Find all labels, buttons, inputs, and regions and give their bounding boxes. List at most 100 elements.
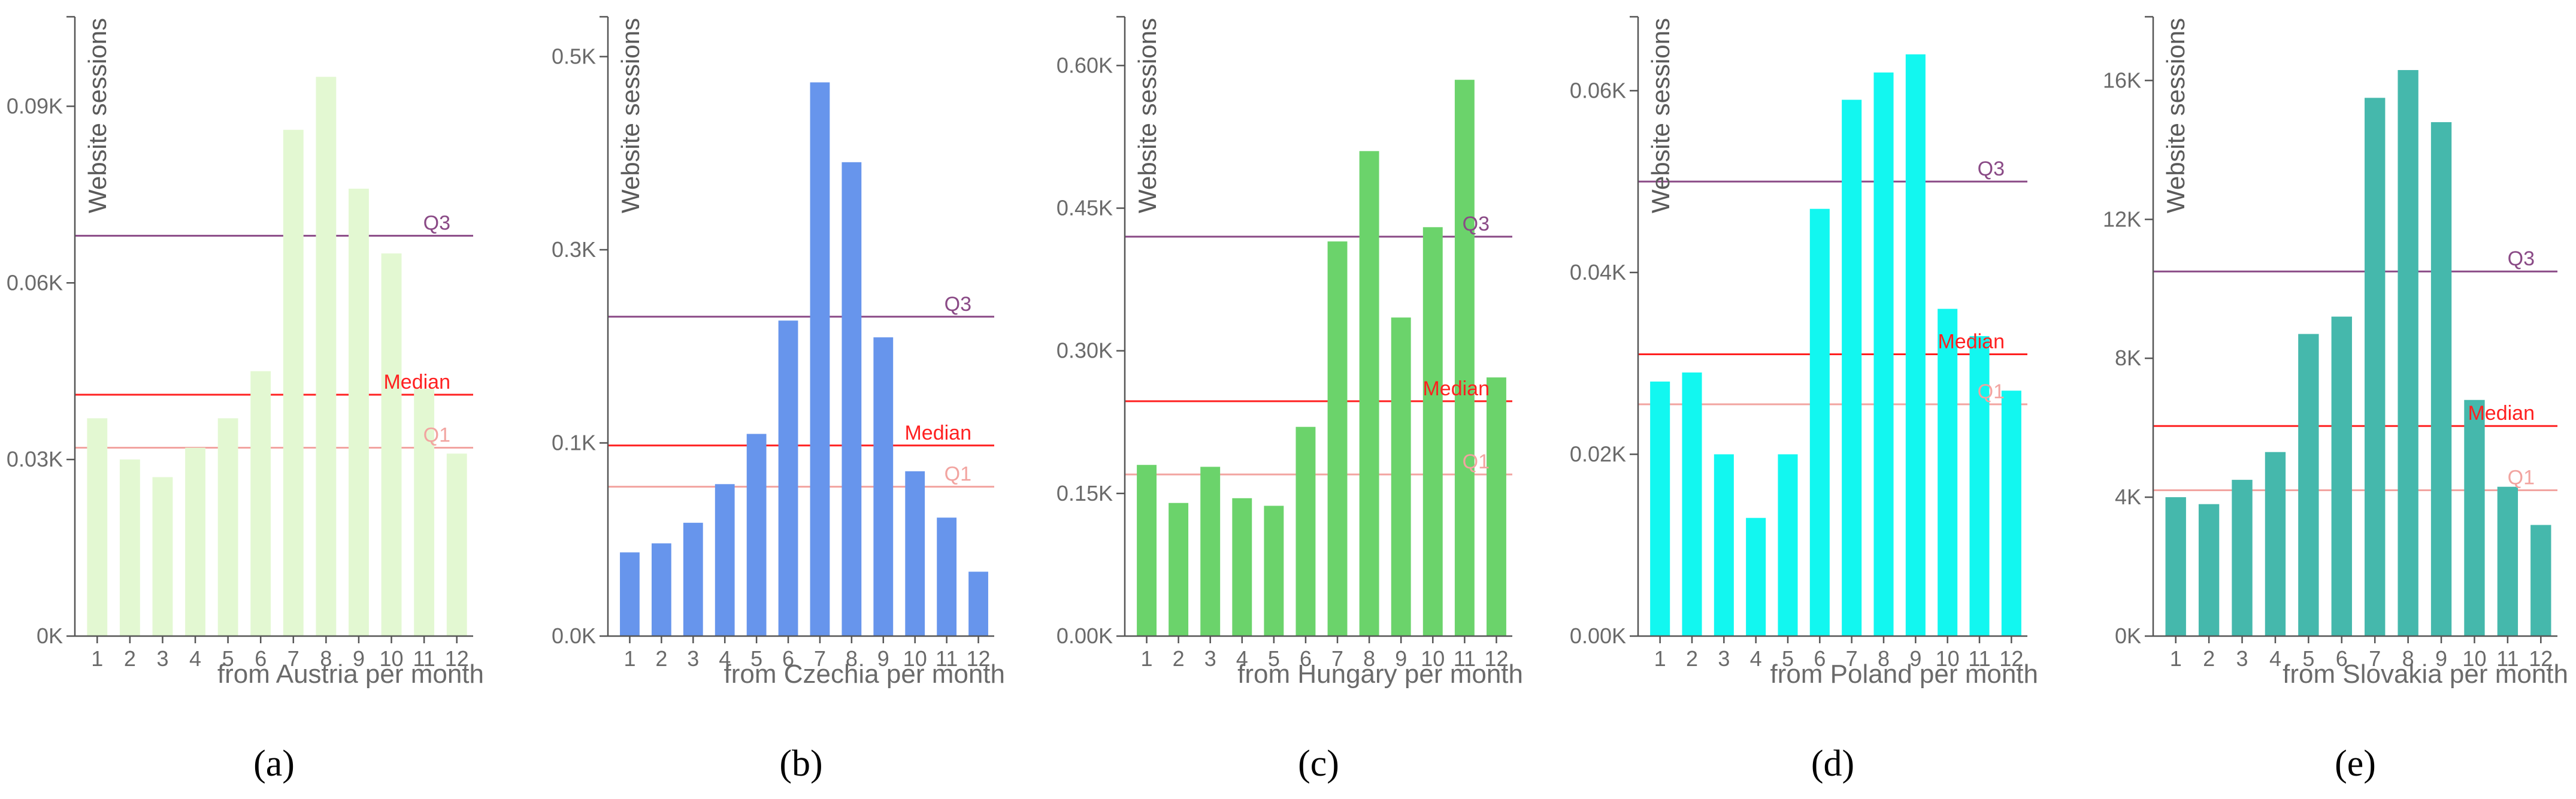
x-tick-label: 7: [2369, 646, 2381, 671]
bar-month-8: [1359, 151, 1379, 636]
bar-month-11: [414, 389, 435, 636]
y-tick-label: 0.04K: [1570, 260, 1626, 285]
x-tick-label: 10: [380, 646, 404, 671]
panel-caption: (b): [779, 743, 822, 784]
x-tick-label: 11: [936, 646, 958, 671]
x-tick-label: 5: [1268, 646, 1280, 671]
x-tick-label: 4: [1750, 646, 1762, 671]
x-tick-label: 9: [1395, 646, 1407, 671]
x-tick-label: 4: [2269, 646, 2281, 671]
panel-caption: (a): [253, 743, 295, 784]
x-tick-label: 12: [1999, 646, 2023, 671]
bar-month-2: [651, 543, 671, 636]
bar-month-5: [1778, 454, 1798, 636]
x-tick-label: 7: [1331, 646, 1343, 671]
x-axis-title: from Austria per month: [217, 659, 484, 689]
y-tick-label: 8K: [2115, 346, 2141, 370]
reference-label-q3: Q3: [1978, 158, 2005, 180]
reference-label-q3: Q3: [1463, 213, 1490, 235]
y-axis-title: Website sessions: [2162, 18, 2190, 213]
bar-month-7: [283, 129, 304, 636]
reference-label-q1: Q1: [1978, 380, 2005, 403]
x-tick-label: 5: [222, 646, 234, 671]
y-tick-label: 4K: [2115, 485, 2141, 509]
y-tick-label: 0.0K: [552, 624, 596, 648]
bar-month-5: [217, 418, 238, 636]
x-tick-label: 3: [2236, 646, 2248, 671]
bar-month-1: [620, 552, 640, 636]
y-tick-label: 0.45K: [1057, 196, 1113, 220]
x-tick-label: 2: [2203, 646, 2215, 671]
y-axis-title: Website sessions: [616, 18, 644, 213]
x-tick-label: 12: [2529, 646, 2553, 671]
bar-month-10: [1422, 227, 1443, 636]
x-tick-label: 1: [91, 646, 103, 671]
bar-month-5: [1264, 506, 1284, 636]
y-tick-label: 0.02K: [1570, 441, 1626, 466]
bar-month-11: [1969, 336, 1990, 636]
bar-month-10: [381, 253, 402, 637]
bar-month-5: [746, 434, 767, 636]
y-tick-label: 0.1K: [552, 431, 596, 455]
reference-label-median: Median: [383, 371, 450, 394]
bar-month-1: [2165, 497, 2186, 636]
bar-month-5: [2298, 334, 2319, 636]
bar-month-9: [2430, 122, 2452, 636]
x-tick-label: 9: [353, 646, 365, 671]
x-tick-label: 6: [782, 646, 794, 671]
bar-month-7: [1327, 241, 1348, 637]
bar-month-9: [873, 337, 894, 636]
x-tick-label: 9: [2435, 646, 2447, 671]
x-tick-label: 6: [1814, 646, 1826, 671]
x-tick-label: 6: [2336, 646, 2348, 671]
x-tick-label: 10: [903, 646, 927, 671]
reference-label-median: Median: [1422, 377, 1490, 400]
bar-month-7: [810, 82, 830, 636]
x-tick-label: 2: [124, 646, 136, 671]
bar-month-10: [1938, 308, 1958, 636]
bar-month-6: [778, 320, 798, 636]
x-tick-label: 12: [967, 646, 991, 671]
bar-month-8: [2398, 69, 2418, 636]
bar-month-6: [2331, 316, 2352, 636]
bar-month-12: [446, 453, 467, 636]
y-tick-label: 0.00K: [1570, 624, 1626, 648]
bar-month-4: [2265, 452, 2286, 636]
bar-month-4: [1746, 517, 1766, 636]
reference-label-median: Median: [904, 422, 971, 444]
y-tick-label: 0K: [37, 624, 63, 648]
bar-month-3: [1714, 454, 1734, 636]
x-tick-label: 12: [1484, 646, 1508, 671]
y-tick-label: 0.09K: [7, 93, 63, 118]
bar-month-2: [1169, 503, 1189, 636]
x-tick-label: 3: [1718, 646, 1730, 671]
bar-month-3: [2232, 480, 2253, 636]
bar-month-1: [87, 418, 108, 636]
bar-month-12: [1487, 377, 1506, 636]
reference-label-median: Median: [2468, 402, 2535, 425]
x-tick-label: 6: [1300, 646, 1312, 671]
bar-month-10: [2464, 400, 2485, 636]
bar-month-2: [119, 459, 140, 636]
x-tick-label: 2: [1173, 646, 1185, 671]
bar-month-2: [1682, 372, 1702, 636]
x-tick-label: 3: [687, 646, 699, 671]
x-tick-label: 8: [1878, 646, 1890, 671]
x-tick-label: 6: [255, 646, 267, 671]
bar-month-8: [1873, 72, 1894, 636]
panel-caption: (e): [2335, 743, 2376, 784]
bar-month-9: [1391, 317, 1411, 636]
bar-month-6: [1295, 426, 1316, 636]
bar-month-1: [1137, 465, 1157, 636]
y-tick-label: 0.5K: [552, 44, 596, 69]
y-tick-label: 0.06K: [7, 270, 63, 295]
reference-label-q1: Q1: [1463, 450, 1490, 473]
x-tick-label: 9: [877, 646, 889, 671]
x-tick-label: 11: [2496, 646, 2519, 671]
x-tick-label: 7: [287, 646, 299, 671]
y-tick-label: 0.30K: [1057, 338, 1113, 363]
